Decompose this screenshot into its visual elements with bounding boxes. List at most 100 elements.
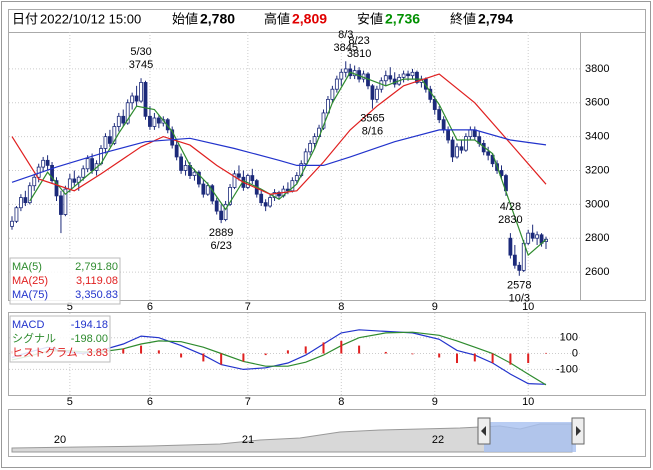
annotation-date: 6/23	[210, 240, 231, 252]
right-arrow	[576, 426, 581, 436]
candle-body	[312, 136, 317, 144]
candle-body	[294, 175, 299, 182]
histogram-bar	[180, 353, 183, 358]
navigator-label: 22	[432, 434, 444, 446]
candle-body	[410, 71, 415, 77]
legend-name: MA(75)	[12, 289, 48, 301]
histogram-bar	[438, 353, 441, 358]
candle-body	[232, 173, 237, 188]
macd-panel	[8, 312, 646, 396]
annotation-date: 8/3	[338, 29, 353, 41]
candle-body	[81, 168, 86, 178]
navigator-window[interactable]	[484, 422, 576, 452]
histogram-bar	[473, 353, 476, 362]
date-value: 2022/10/12 15:00	[40, 11, 141, 26]
candle-body	[103, 136, 108, 149]
low-value: 2,736	[385, 11, 420, 27]
candle-body	[330, 88, 335, 100]
y-tick-label: 0	[572, 347, 578, 359]
candle-body	[517, 264, 522, 271]
candle-body	[432, 98, 437, 110]
candle-body	[441, 119, 446, 131]
annotation-price: 2889	[209, 227, 233, 239]
histogram-bar	[286, 350, 289, 354]
histogram-bar	[527, 353, 530, 364]
histogram-bar	[202, 353, 205, 362]
legend-value: 3.83	[87, 347, 108, 359]
candle-body	[125, 102, 130, 124]
legend-value: -198.00	[71, 333, 108, 345]
candle-body	[272, 192, 277, 198]
candle-body	[339, 71, 344, 80]
histogram-bar	[509, 353, 512, 365]
close-value: 2,794	[478, 11, 513, 27]
high-label: 高値	[264, 11, 290, 26]
legend-name: ヒストグラム	[12, 345, 78, 359]
close-label: 終値	[450, 11, 476, 26]
histogram-bar	[340, 340, 343, 354]
navigator-panel	[8, 409, 646, 457]
annotation-date: 4/28	[500, 201, 521, 213]
candle-body	[486, 151, 491, 156]
candle-body	[192, 171, 197, 176]
candle-body	[415, 71, 419, 83]
annotation-date: 8/16	[362, 126, 383, 138]
candle-body	[18, 197, 23, 209]
legend-name: シグナル	[12, 331, 56, 345]
candle-body	[374, 88, 379, 100]
low-label: 安値	[357, 11, 383, 26]
candle-body	[108, 136, 112, 144]
candle-body	[263, 202, 268, 207]
date-label: 日付	[12, 11, 38, 26]
x-tick-label: 6	[147, 301, 153, 313]
candle-body	[530, 232, 535, 239]
candle-body	[223, 203, 228, 220]
histogram-bar	[304, 346, 307, 354]
x-tick-label: 7	[245, 396, 251, 408]
candle-body	[201, 183, 206, 195]
x-tick-label: 9	[432, 301, 438, 313]
y-tick-label: 2600	[585, 266, 609, 278]
histogram-bar	[491, 353, 494, 364]
y-tick-label: 3800	[585, 63, 609, 75]
legend-value: 3,119.08	[76, 275, 118, 287]
histogram-bar	[545, 352, 547, 354]
candle-body	[196, 171, 201, 185]
candle-body	[36, 166, 41, 178]
candle-body	[343, 68, 348, 73]
candle-body	[370, 85, 375, 100]
candle-body	[472, 129, 477, 138]
candle-body	[388, 75, 393, 80]
annotation-price: 3565	[360, 113, 384, 125]
annotation-price: 2830	[498, 214, 522, 226]
histogram-bar	[264, 353, 267, 356]
y-tick-label: 2800	[585, 232, 609, 244]
candle-body	[205, 185, 210, 195]
candle-body	[45, 159, 50, 166]
candle-body	[219, 210, 224, 220]
candle-body	[59, 195, 63, 215]
histogram-bar	[157, 350, 160, 354]
candle-body	[10, 220, 14, 227]
candle-body	[139, 82, 143, 102]
candle-body	[148, 115, 152, 127]
histogram-bar	[411, 353, 414, 355]
candle-body	[85, 158, 90, 170]
candle-body	[406, 73, 410, 77]
candle-body	[14, 207, 19, 222]
candle-body	[130, 95, 135, 104]
annotation-price: 3745	[129, 59, 153, 71]
left-arrow	[481, 426, 486, 436]
legend-value: -194.18	[71, 319, 108, 331]
moving-average-line	[11, 129, 547, 183]
annotation-date: 5/30	[130, 46, 151, 58]
candle-body	[303, 151, 308, 165]
candle-body	[512, 254, 517, 266]
x-tick-label: 6	[147, 396, 153, 408]
x-tick-label: 10	[522, 301, 534, 313]
annotation-date: 10/3	[509, 293, 530, 305]
y-tick-label: -100	[556, 363, 578, 375]
y-tick-label: 3400	[585, 131, 609, 143]
candle-body	[134, 95, 139, 102]
annotation-date: 8/23	[348, 35, 369, 47]
